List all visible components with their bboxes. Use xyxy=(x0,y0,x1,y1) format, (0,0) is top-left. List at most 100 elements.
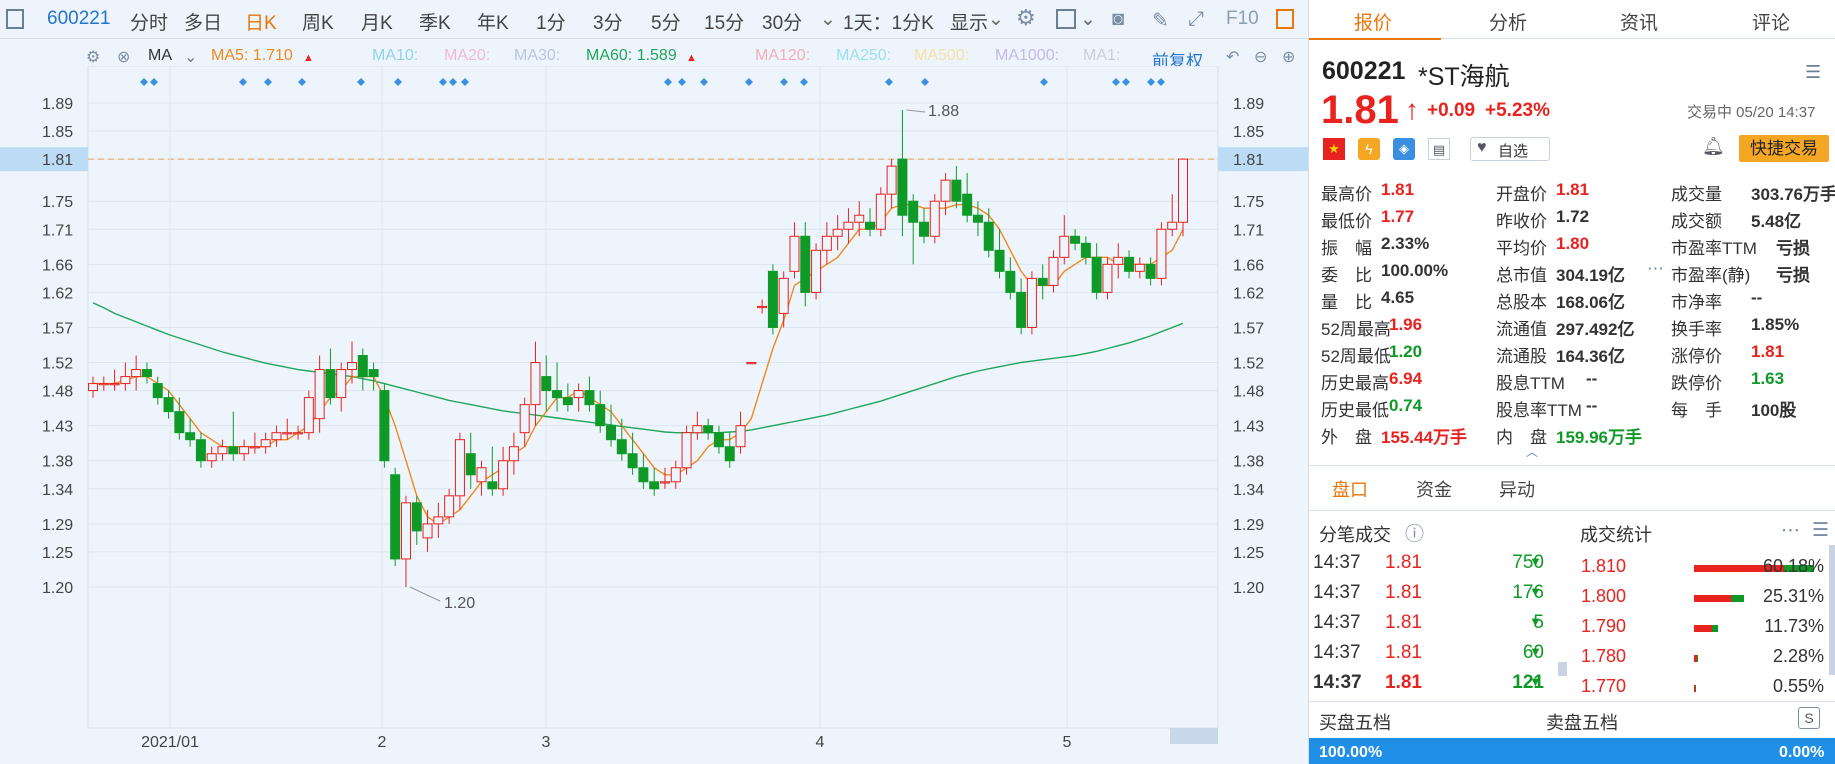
event-marker-icon[interactable] xyxy=(678,78,686,86)
candle[interactable] xyxy=(411,495,422,545)
candle[interactable] xyxy=(789,222,800,279)
tab-order-book[interactable]: 盘口 xyxy=(1332,480,1368,500)
ma-chevron-icon[interactable]: ⌄ xyxy=(184,49,198,66)
china-flag-icon[interactable]: ★ xyxy=(1323,138,1345,160)
tab-news[interactable]: 资讯 xyxy=(1620,13,1659,34)
candle[interactable] xyxy=(1178,158,1188,237)
event-marker-icon[interactable] xyxy=(357,78,365,86)
candle[interactable] xyxy=(606,404,617,447)
ma-label[interactable]: MA xyxy=(148,47,172,64)
candle[interactable] xyxy=(239,439,250,461)
candle[interactable] xyxy=(811,243,822,300)
event-marker-icon[interactable] xyxy=(298,78,306,86)
event-marker-icon[interactable] xyxy=(439,78,447,86)
sidebar-toggle-icon[interactable] xyxy=(6,9,24,29)
candle[interactable] xyxy=(1037,264,1048,300)
candle[interactable] xyxy=(735,411,746,454)
candle[interactable] xyxy=(1070,229,1081,251)
candle[interactable] xyxy=(206,446,217,468)
candle[interactable] xyxy=(98,376,109,391)
candle[interactable] xyxy=(918,208,929,244)
event-marker-icon[interactable] xyxy=(150,78,158,86)
event-marker-icon[interactable] xyxy=(1040,78,1048,86)
candle[interactable] xyxy=(908,194,919,265)
candle[interactable] xyxy=(562,383,573,412)
candle[interactable] xyxy=(854,201,865,237)
event-marker-icon[interactable] xyxy=(449,78,457,86)
event-marker-icon[interactable] xyxy=(1157,78,1165,86)
candle[interactable] xyxy=(821,222,832,265)
bell-icon[interactable]: 🔔︎ xyxy=(1702,136,1725,156)
list-icon[interactable]: ☰ xyxy=(1812,520,1830,541)
candle[interactable] xyxy=(336,362,347,412)
camera-icon[interactable]: ◙ xyxy=(1112,8,1125,30)
candle[interactable] xyxy=(88,376,98,398)
candle[interactable] xyxy=(1005,257,1016,300)
x-scroll-thumb[interactable] xyxy=(1170,728,1218,744)
candle[interactable] xyxy=(454,432,465,510)
candle[interactable] xyxy=(1026,271,1037,335)
chevron-down-icon[interactable]: ⌄ xyxy=(820,9,836,30)
event-marker-icon[interactable] xyxy=(239,78,247,86)
candle[interactable] xyxy=(1134,257,1145,279)
candle[interactable] xyxy=(692,411,703,440)
zoom-out-icon[interactable]: ⊖ xyxy=(1254,49,1268,66)
candle[interactable] xyxy=(865,208,876,237)
event-marker-icon[interactable] xyxy=(780,78,788,86)
period-tab-monthly[interactable]: 月K xyxy=(361,13,393,34)
candle[interactable] xyxy=(724,432,735,468)
candle[interactable] xyxy=(1156,222,1167,286)
candle[interactable] xyxy=(767,264,778,335)
period-tab-1min[interactable]: 1分 xyxy=(536,13,566,34)
candle[interactable] xyxy=(109,369,120,391)
candle[interactable] xyxy=(271,425,282,447)
period-tab-3min[interactable]: 3分 xyxy=(593,13,623,34)
event-marker-icon[interactable] xyxy=(700,78,708,86)
candle[interactable] xyxy=(487,446,498,496)
event-marker-icon[interactable] xyxy=(885,78,893,86)
tab-analysis[interactable]: 分析 xyxy=(1489,13,1528,34)
more-info-icon[interactable]: ⋯ xyxy=(1647,259,1664,278)
candle[interactable] xyxy=(1167,194,1178,237)
candle[interactable] xyxy=(249,432,260,454)
candle[interactable] xyxy=(1059,215,1070,265)
candle[interactable] xyxy=(325,348,336,405)
candle[interactable] xyxy=(713,425,724,454)
kline-chart[interactable]: 1.89 1.85 1.81 1.75 1.71 1.66 1.62 1.57 1.52 1.48… xyxy=(0,66,1308,764)
candle[interactable] xyxy=(746,362,757,365)
candle[interactable] xyxy=(757,299,768,314)
candle[interactable] xyxy=(433,502,444,538)
candle[interactable] xyxy=(519,397,530,447)
event-marker-icon[interactable] xyxy=(1147,78,1155,86)
candle[interactable] xyxy=(303,390,314,440)
collapse-chevron-icon[interactable]: ︿ xyxy=(1526,445,1539,459)
display-dropdown[interactable]: 显示 xyxy=(950,13,989,34)
period-tab-quarterly[interactable]: 季K xyxy=(419,13,451,34)
candle[interactable] xyxy=(422,509,433,552)
candle[interactable] xyxy=(994,229,1005,279)
tab-comments[interactable]: 评论 xyxy=(1752,13,1791,34)
draw-rect-icon[interactable] xyxy=(1056,9,1076,29)
candle[interactable] xyxy=(1016,278,1027,335)
candle[interactable] xyxy=(897,110,908,237)
lightning-icon[interactable]: ϟ xyxy=(1358,138,1380,160)
candle[interactable] xyxy=(195,432,206,468)
candle[interactable] xyxy=(368,362,379,391)
candle[interactable] xyxy=(131,355,142,391)
period-tab-yearly[interactable]: 年K xyxy=(477,13,509,34)
candle[interactable] xyxy=(659,467,670,489)
candle[interactable] xyxy=(1113,243,1124,279)
candle[interactable] xyxy=(703,418,714,440)
quick-trade-button[interactable]: 快捷交易 xyxy=(1739,135,1829,162)
candle[interactable] xyxy=(778,271,789,328)
candle[interactable] xyxy=(141,362,152,384)
candle[interactable] xyxy=(174,397,185,440)
candle[interactable] xyxy=(670,460,681,489)
event-marker-icon[interactable] xyxy=(921,78,929,86)
zoom-in-icon[interactable]: ⊕ xyxy=(1282,49,1296,66)
candle[interactable] xyxy=(800,222,811,307)
period-tab-timeshare[interactable]: 分时 xyxy=(130,13,169,34)
candle[interactable] xyxy=(530,341,541,426)
candle[interactable] xyxy=(962,173,973,223)
candle[interactable] xyxy=(552,362,563,412)
